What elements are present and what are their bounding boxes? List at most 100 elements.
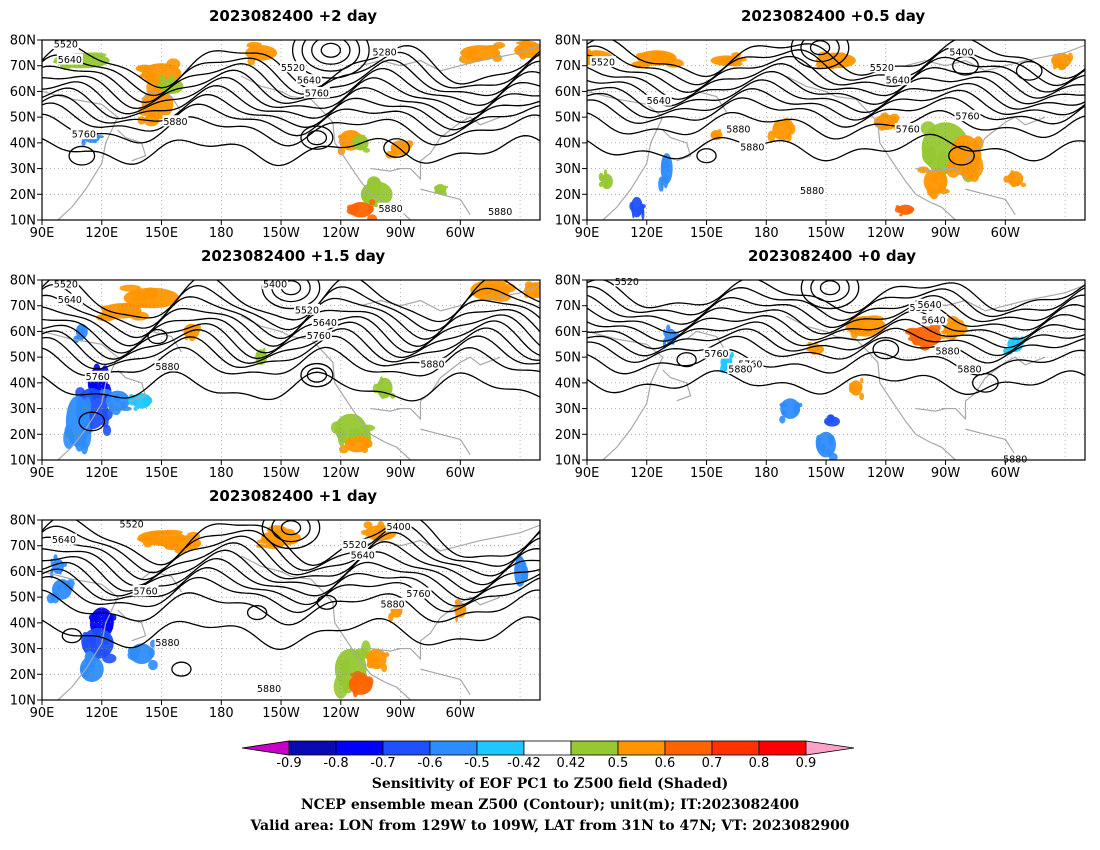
lon-tick-label: 150W <box>262 466 300 481</box>
panel-title-plus2: 2023082400 +2 day <box>209 7 377 25</box>
z500-closed-contour <box>948 145 975 166</box>
lon-tick-label: 180 <box>209 466 234 481</box>
z500-contour <box>587 310 1085 342</box>
lat-tick-label: 70N <box>10 299 36 314</box>
colorbar-label: -0.7 <box>370 756 395 771</box>
coastline <box>117 609 147 642</box>
z500-contour <box>42 327 540 366</box>
lon-tick-label: 180 <box>209 226 234 241</box>
lat-tick-label: 40N <box>555 136 581 151</box>
contour-label: 5880 <box>488 207 512 218</box>
z500-contour <box>42 616 540 651</box>
lon-tick-label: 90W <box>931 466 961 481</box>
z500-closed-contour <box>300 362 334 388</box>
lat-tick-label: 30N <box>555 162 581 177</box>
map-area <box>42 40 540 220</box>
lon-tick-label: 90E <box>30 226 55 241</box>
colorbar-label: -0.6 <box>417 756 442 771</box>
coastline <box>662 129 692 162</box>
z500-closed-contour <box>872 339 900 360</box>
z500-contour <box>42 520 540 567</box>
contour-label: 5640 <box>58 55 82 66</box>
z500-contour <box>587 88 1085 121</box>
lat-tick-label: 50N <box>10 351 36 366</box>
coastline <box>141 570 182 593</box>
lat-tick-label: 70N <box>555 299 581 314</box>
contour-label: 5640 <box>886 76 910 87</box>
contour-label: 5760 <box>307 331 331 342</box>
lon-tick-label: 120W <box>867 466 905 481</box>
z500-contour <box>42 346 540 377</box>
z500-closed-contour <box>810 280 850 303</box>
z500-closed-contour <box>301 40 361 72</box>
z500-closed-contour <box>383 138 410 158</box>
contour-label: 5760 <box>72 130 96 141</box>
contour-label: 5520 <box>54 40 78 51</box>
z500-closed-contour <box>78 411 106 432</box>
colorbar-label: 0.9 <box>796 756 817 771</box>
z500-contour <box>42 371 540 402</box>
panel-title-plus0: 2023082400 +0 day <box>748 247 916 265</box>
coastline <box>915 167 946 172</box>
colorbar-swatch <box>664 740 713 756</box>
colorbar-swatch <box>570 740 619 756</box>
contour-label: 5880 <box>957 365 981 376</box>
lon-tick-label: 120W <box>322 466 360 481</box>
z500-contour <box>587 285 1085 322</box>
lat-tick-label: 20N <box>555 428 581 443</box>
lat-tick-label: 60N <box>555 325 581 340</box>
colorbar-swatch <box>758 740 807 756</box>
panel-title-plus05: 2023082400 +0.5 day <box>741 7 926 25</box>
contour-label: 5400 <box>386 522 410 533</box>
lat-tick-label: 30N <box>10 642 36 657</box>
lon-tick-label: 120E <box>85 466 118 481</box>
panel-title-plus1: 2023082400 +1 day <box>209 487 377 505</box>
lat-tick-label: 60N <box>10 85 36 100</box>
z500-closed-contour <box>972 372 999 393</box>
coastline <box>965 428 1016 456</box>
z500-contour <box>42 320 540 360</box>
lon-tick-label: 120E <box>630 226 663 241</box>
map-area <box>587 40 1085 220</box>
lon-tick-label: 120E <box>85 706 118 721</box>
z500-closed-contour <box>306 130 328 146</box>
z500-closed-contour <box>819 280 841 296</box>
lat-tick-label: 10N <box>10 214 36 229</box>
map-frame <box>41 39 541 221</box>
lon-tick-label: 150E <box>690 466 723 481</box>
colorbar-swatch <box>711 740 760 756</box>
contour-label: 5880 <box>935 347 959 358</box>
lat-tick-label: 30N <box>10 402 36 417</box>
lat-tick-label: 10N <box>10 454 36 469</box>
lon-tick-label: 120W <box>322 706 360 721</box>
colorbar-arrow-right <box>805 740 855 756</box>
contour-label: 5640 <box>58 295 82 306</box>
lon-tick-label: 60W <box>446 706 476 721</box>
contour-label: 5760 <box>406 589 430 600</box>
contour-label: 5400 <box>949 47 973 58</box>
contour-label: 5880 <box>800 186 824 197</box>
lon-tick-label: 150E <box>690 226 723 241</box>
z500-closed-contour <box>271 520 311 543</box>
colorbar-label: 0.6 <box>655 756 676 771</box>
coastline <box>785 75 956 220</box>
lat-tick-label: 10N <box>555 214 581 229</box>
z500-contour <box>42 557 540 601</box>
z500-contour <box>42 531 540 581</box>
z500-contour <box>587 335 1085 364</box>
coastline <box>965 188 1016 216</box>
z500-contour <box>587 327 1085 357</box>
lon-tick-label: 90W <box>931 226 961 241</box>
z500-closed-contour <box>800 40 840 63</box>
z500-closed-contour <box>809 40 831 56</box>
coastline <box>360 44 540 72</box>
contour-label: 5880 <box>379 204 403 215</box>
map-frame <box>41 519 541 701</box>
map-panel-plus0: 5520552056405640576058805760588058805880… <box>555 274 1086 481</box>
z500-contour <box>587 110 1085 140</box>
coastline <box>42 570 119 700</box>
lon-tick-label: 150W <box>807 466 845 481</box>
z500-closed-contour <box>790 40 850 70</box>
contour-label: 5880 <box>726 125 750 136</box>
